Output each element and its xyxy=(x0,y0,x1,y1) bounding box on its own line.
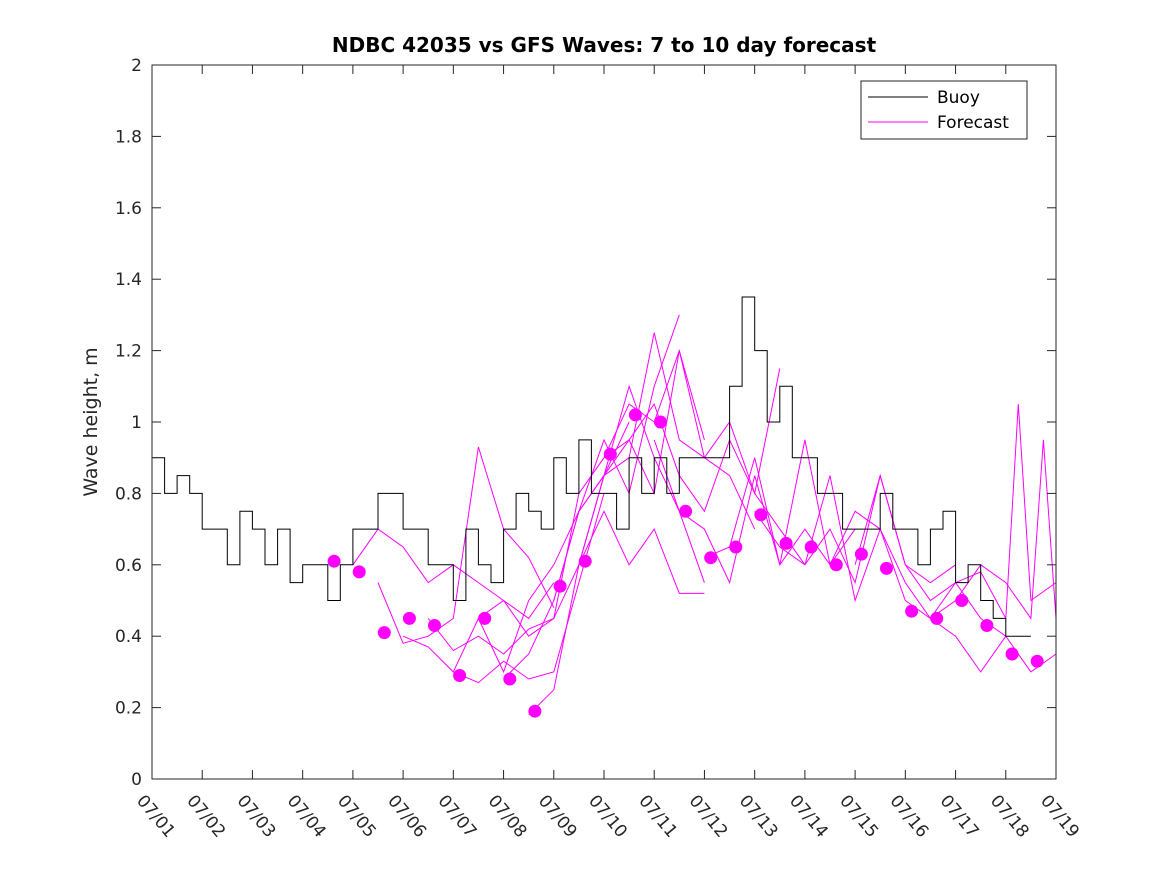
chart-title: NDBC 42035 vs GFS Waves: 7 to 10 day for… xyxy=(332,33,877,57)
forecast-marker xyxy=(804,540,818,554)
forecast-marker xyxy=(930,611,944,625)
y-axis-label: Wave height, m xyxy=(80,347,102,496)
forecast-marker xyxy=(428,619,441,632)
forecast-marker xyxy=(779,536,793,550)
forecast-marker xyxy=(478,611,492,625)
y-tick-label: 0.6 xyxy=(115,556,142,576)
forecast-marker xyxy=(1030,654,1044,668)
y-tick-label: 1.2 xyxy=(115,342,142,362)
y-tick-label: 1 xyxy=(131,413,142,433)
forecast-marker xyxy=(704,551,718,565)
forecast-marker xyxy=(578,554,592,568)
legend-forecast-label: Forecast xyxy=(937,113,1009,133)
forecast-marker xyxy=(628,408,642,422)
forecast-run-line-14 xyxy=(754,475,956,585)
forecast-marker xyxy=(503,672,517,686)
forecast-marker xyxy=(377,626,391,640)
forecast-marker xyxy=(905,604,919,618)
y-tick-label: 1.6 xyxy=(115,199,142,219)
forecast-marker xyxy=(528,704,542,718)
forecast-run-line-8 xyxy=(528,510,705,716)
forecast-marker xyxy=(553,579,567,593)
forecast-marker xyxy=(654,415,667,429)
forecast-marker xyxy=(880,561,893,575)
forecast-run-line-5 xyxy=(452,314,680,674)
y-tick-label: 0.2 xyxy=(115,699,142,719)
forecast-run-line-15 xyxy=(804,475,1007,673)
forecast-marker xyxy=(1005,647,1019,661)
legend-buoy-label: Buoy xyxy=(937,88,980,108)
forecast-marker xyxy=(729,540,743,554)
y-tick-label: 2 xyxy=(131,56,142,76)
legend: Buoy Forecast xyxy=(860,80,1028,140)
forecast-marker xyxy=(327,554,341,568)
forecast-marker xyxy=(754,508,768,522)
forecast-marker xyxy=(980,619,994,632)
y-tick-label: 0.8 xyxy=(115,484,142,504)
forecast-marker xyxy=(453,669,467,682)
y-tick-label: 1.8 xyxy=(115,127,142,147)
forecast-run-line-10 xyxy=(578,332,781,565)
forecast-marker xyxy=(679,504,693,518)
plot-data-layer xyxy=(152,296,1057,718)
y-tick-label: 0.4 xyxy=(115,627,142,647)
forecast-run-line-13 xyxy=(704,439,906,601)
forecast-marker xyxy=(829,558,843,572)
y-tick-label: 0 xyxy=(131,770,142,790)
forecast-marker xyxy=(955,594,969,607)
buoy-series-line xyxy=(152,296,1031,637)
y-tick-label: 1.4 xyxy=(115,270,142,290)
forecast-marker xyxy=(603,447,617,461)
forecast-run-line-11 xyxy=(603,403,806,566)
forecast-marker xyxy=(854,547,868,561)
legend-box xyxy=(860,80,1028,140)
forecast-marker xyxy=(352,565,366,579)
forecast-run-line-3 xyxy=(402,493,605,684)
forecast-marker xyxy=(402,611,416,625)
